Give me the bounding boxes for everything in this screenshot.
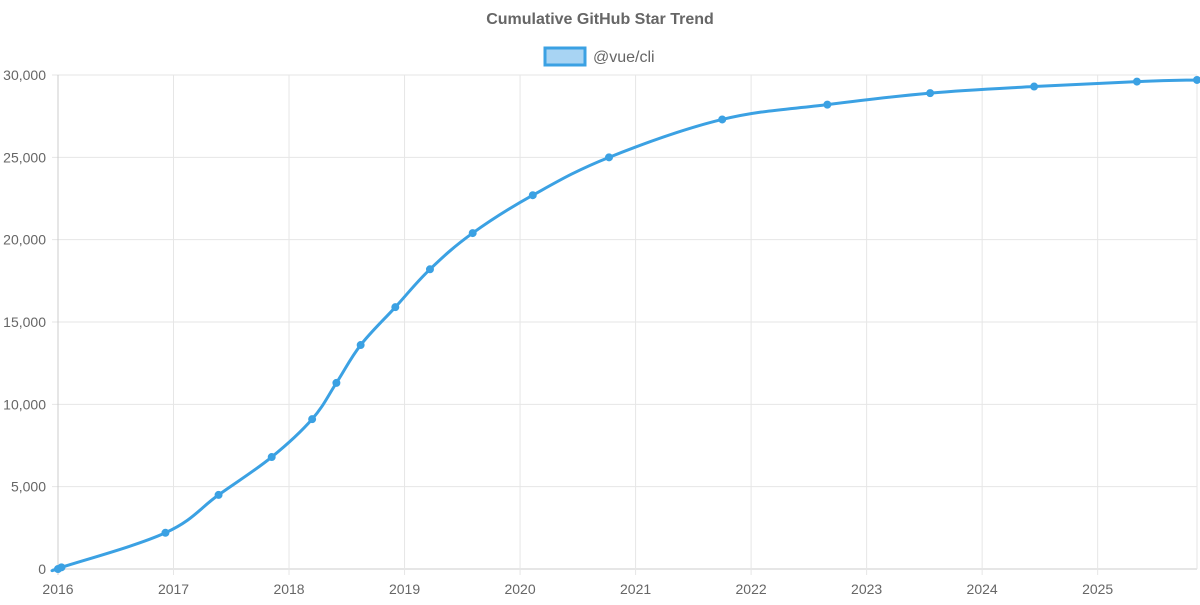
data-point[interactable] (309, 416, 316, 423)
data-point[interactable] (606, 154, 613, 161)
y-tick-label: 10,000 (3, 396, 46, 412)
data-point[interactable] (333, 379, 340, 386)
data-point[interactable] (392, 304, 399, 311)
data-point[interactable] (58, 564, 65, 571)
y-tick-label: 5,000 (11, 479, 46, 495)
data-point[interactable] (927, 90, 934, 97)
x-tick-label: 2017 (158, 581, 189, 597)
legend-label-vue-cli[interactable]: @vue/cli (593, 49, 655, 66)
data-point[interactable] (824, 101, 831, 108)
data-point[interactable] (426, 266, 433, 273)
data-point[interactable] (268, 454, 275, 461)
series-layer (52, 76, 1200, 572)
y-tick-label: 30,000 (3, 67, 46, 83)
x-tick-label: 2023 (851, 581, 882, 597)
data-point[interactable] (469, 230, 476, 237)
x-tick-label: 2020 (504, 581, 535, 597)
data-point[interactable] (1031, 83, 1038, 90)
x-tick-label: 2016 (42, 581, 73, 597)
data-point[interactable] (215, 491, 222, 498)
data-point[interactable] (357, 342, 364, 349)
data-point[interactable] (162, 529, 169, 536)
data-point[interactable] (1133, 78, 1140, 85)
legend-swatch-vue-cli[interactable] (545, 48, 585, 65)
tick-labels: 0 5,000 10,000 15,000 20,000 25,000 30,000 2016… (3, 67, 1113, 597)
y-tick-label: 0 (38, 561, 46, 577)
y-tick-label: 20,000 (3, 232, 46, 248)
y-tick-label: 15,000 (3, 314, 46, 330)
data-point[interactable] (1194, 76, 1200, 83)
series-line-vue-cli (52, 80, 1197, 571)
y-tick-label: 25,000 (3, 149, 46, 165)
x-tick-label: 2019 (389, 581, 420, 597)
x-tick-label: 2022 (736, 581, 767, 597)
legend[interactable]: @vue/cli (545, 48, 655, 66)
x-tick-label: 2021 (620, 581, 651, 597)
x-tick-label: 2018 (273, 581, 304, 597)
chart-title: Cumulative GitHub Star Trend (486, 11, 714, 28)
x-tick-label: 2025 (1082, 581, 1113, 597)
data-point[interactable] (719, 116, 726, 123)
x-tick-label: 2024 (967, 581, 998, 597)
data-point[interactable] (529, 192, 536, 199)
